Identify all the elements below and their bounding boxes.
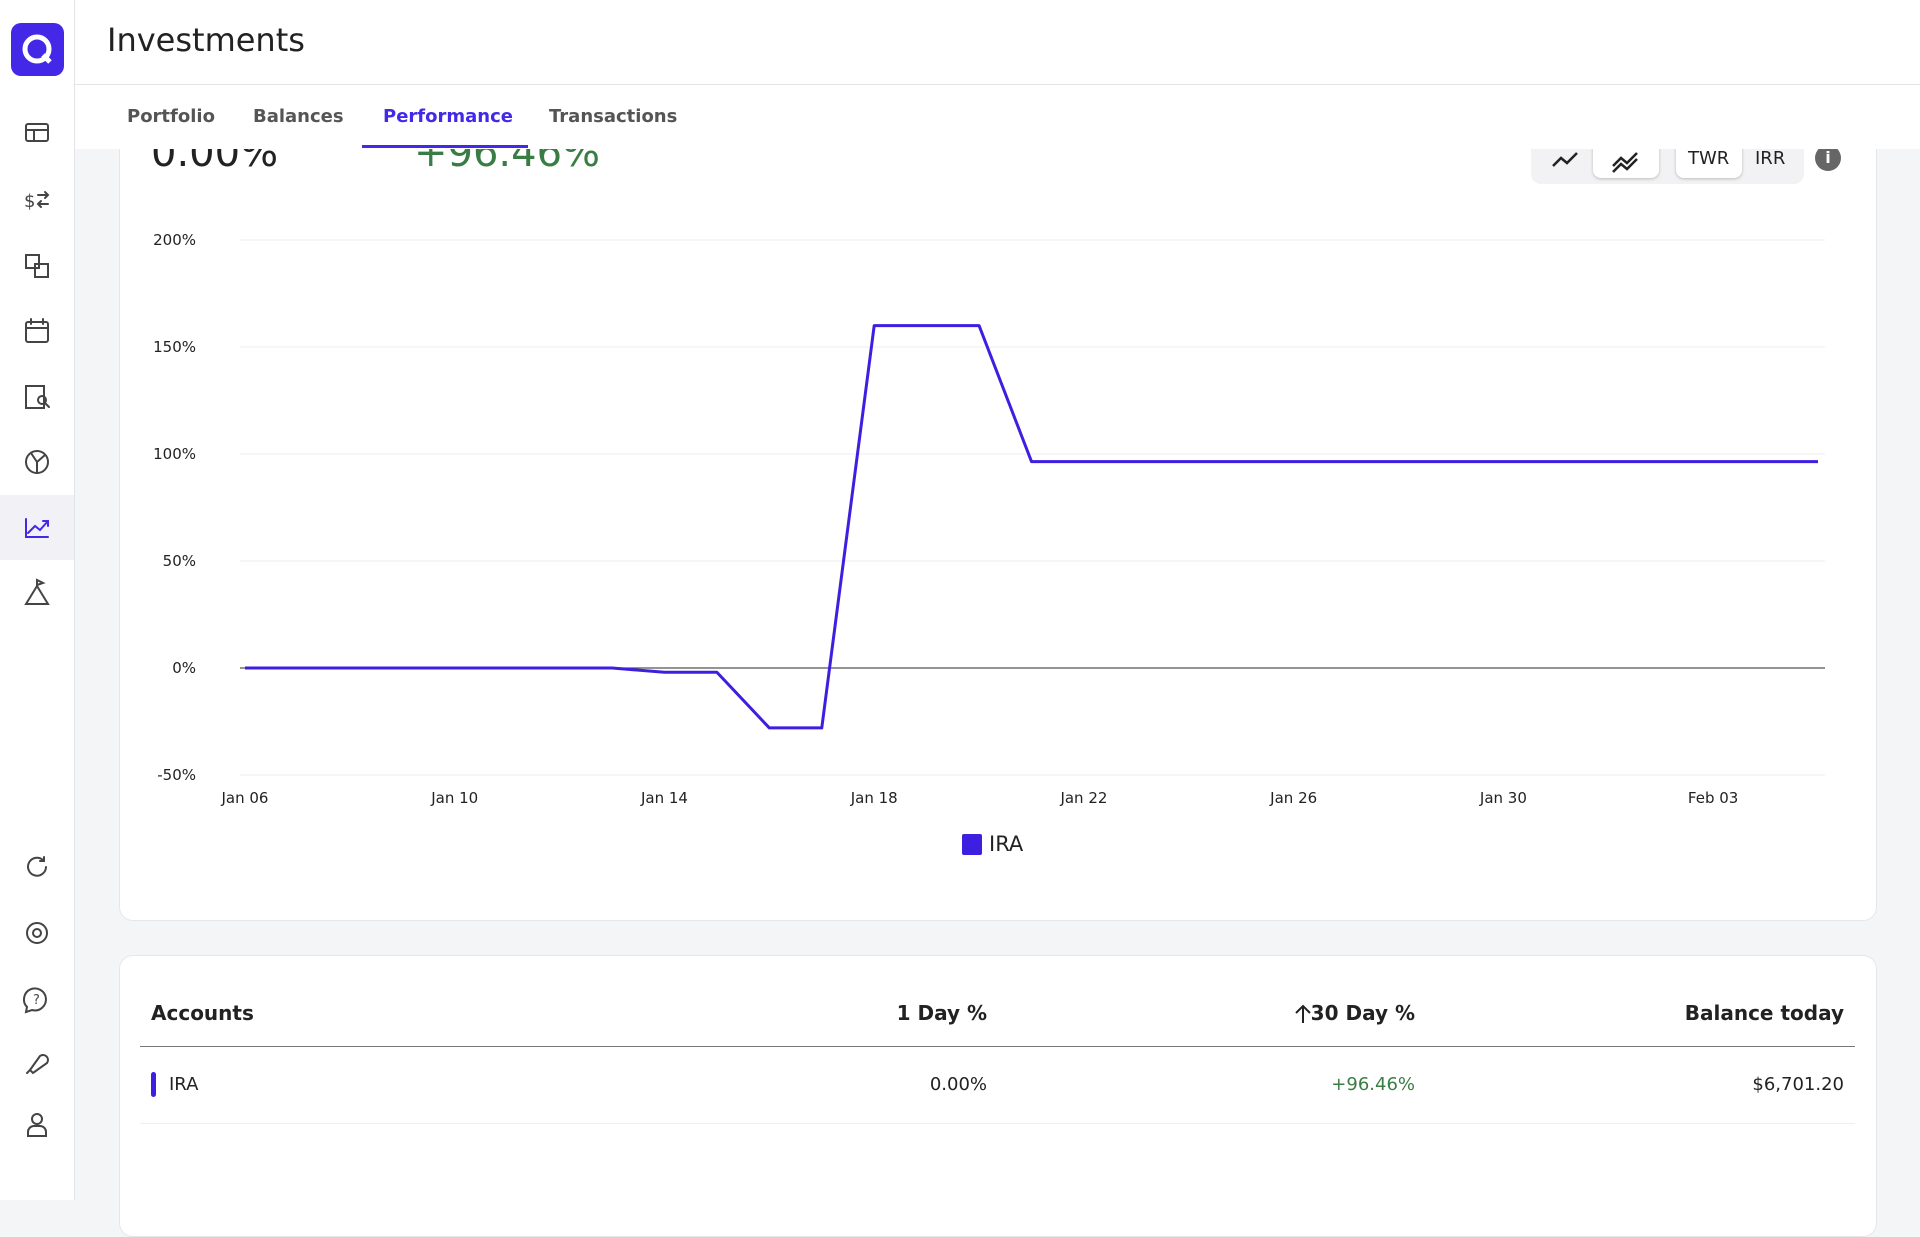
x-tick-label: Jan 14 <box>640 789 688 807</box>
chart-mode-icons <box>1552 152 1638 173</box>
sidebar-icons: $ ? <box>0 23 74 1137</box>
y-tick-label: 100% <box>153 445 196 463</box>
x-tick-label: Jan 30 <box>1479 789 1527 807</box>
nav-transactions[interactable]: $ <box>24 191 50 212</box>
tab-underline <box>362 145 528 148</box>
cell: 0.00% <box>929 1074 987 1095</box>
logo[interactable] <box>11 23 64 76</box>
column-header[interactable]: 1 Day % <box>896 1001 987 1025</box>
svg-text:?: ? <box>33 993 40 1008</box>
cell: $6,701.20 <box>1752 1074 1844 1095</box>
chart: -50% 0% 50% 100% 150% 200% Jan 06 Jan 10 Jan 14 J… <box>153 231 1825 856</box>
nav-settings[interactable] <box>26 922 48 944</box>
x-tick-label: Jan 22 <box>1059 789 1107 807</box>
header-divider <box>74 84 1920 85</box>
tab[interactable]: Transactions <box>549 106 678 127</box>
nav-profile[interactable] <box>27 1113 47 1137</box>
nav-reports[interactable] <box>25 385 50 409</box>
legend-label: IRA <box>989 832 1024 856</box>
account-color <box>151 1072 156 1097</box>
legend-swatch <box>962 834 982 855</box>
nav-accounts[interactable] <box>25 254 49 278</box>
nav-budget[interactable] <box>25 450 49 474</box>
chart-card <box>119 100 1877 921</box>
nav-refresh[interactable] <box>27 856 47 877</box>
x-tick-label: Jan 26 <box>1269 789 1317 807</box>
nav-help[interactable]: ? <box>22 987 47 1014</box>
nav-goals[interactable] <box>24 578 50 605</box>
column-header[interactable]: Accounts <box>151 1001 254 1025</box>
info-icon[interactable]: i <box>1815 145 1841 171</box>
x-tick-label: Jan 06 <box>221 789 269 807</box>
y-tick-label: 0% <box>172 659 196 677</box>
irr-button[interactable]: IRR <box>1755 148 1786 169</box>
x-tick-label: Feb 03 <box>1688 789 1738 807</box>
x-tick-label: Jan 18 <box>850 789 898 807</box>
nav-notifications[interactable] <box>26 1054 49 1075</box>
svg-text:$: $ <box>24 191 35 212</box>
x-tick-label: Jan 10 <box>430 789 478 807</box>
accounts-table <box>119 955 1877 1237</box>
y-tick-label: 200% <box>153 231 196 249</box>
cell: +96.46% <box>1331 1074 1415 1095</box>
nav-investments[interactable] <box>25 518 49 538</box>
y-tick-label: 150% <box>153 338 196 356</box>
data-line <box>245 324 1818 730</box>
header: Investments Portfolio Balances Performan… <box>74 0 1920 149</box>
column-header[interactable]: 30 Day % <box>1310 1001 1415 1025</box>
sort-arrow <box>1295 1004 1311 1023</box>
tab-active[interactable]: Performance <box>383 106 513 127</box>
row-divider <box>140 1123 1855 1124</box>
twr-button[interactable]: TWR <box>1688 148 1730 169</box>
nav-dashboard[interactable] <box>25 123 49 142</box>
tab[interactable]: Portfolio <box>127 106 215 127</box>
sidebar: $ ? <box>0 0 75 1200</box>
table-header-divider <box>140 1046 1855 1047</box>
tab[interactable]: Balances <box>253 106 344 127</box>
page-title: Investments <box>107 21 305 59</box>
y-tick-label: 50% <box>163 552 196 570</box>
y-tick-label: -50% <box>157 766 196 784</box>
account-name[interactable]: IRA <box>169 1074 199 1095</box>
column-header[interactable]: Balance today <box>1684 1001 1844 1025</box>
nav-calendar[interactable] <box>25 318 49 343</box>
